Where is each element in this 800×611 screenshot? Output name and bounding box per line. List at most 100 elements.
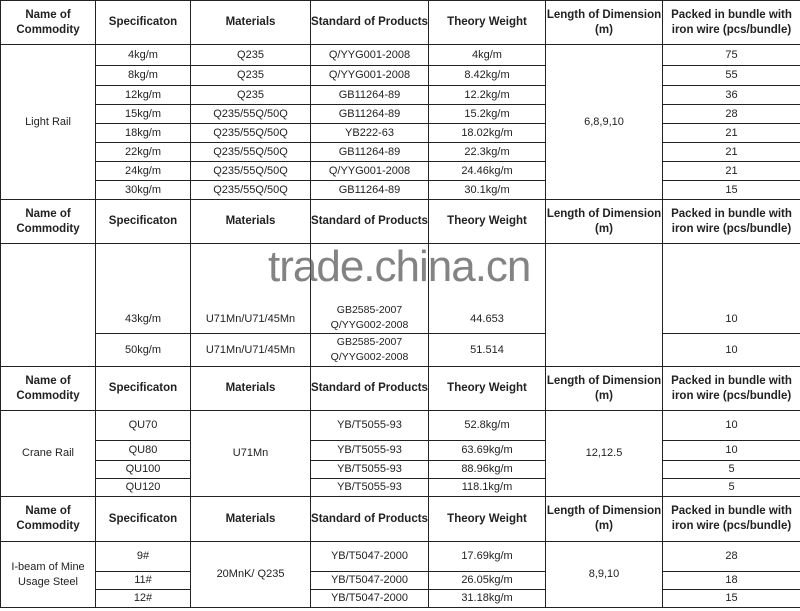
column-header: Length of Dimension (m) (545, 366, 663, 411)
spec: QU70 (95, 410, 191, 441)
spec: QU120 (95, 478, 191, 497)
commodity-name: Crane Rail (0, 410, 96, 497)
table-row: 11# YB/T5047-2000 26.05kg/m 18 (1, 571, 800, 590)
standard: YB/T5055-93 (310, 460, 429, 479)
weight: 118.1kg/m (428, 478, 546, 497)
table-row: QU120 YB/T5055-93 118.1kg/m 5 (1, 478, 800, 497)
material: 20MnK/ Q235 (190, 541, 311, 608)
column-header: Packed in bundle with iron wire (pcs/bun… (662, 366, 800, 411)
column-header: Specificaton (95, 199, 191, 244)
column-header: Materials (190, 199, 311, 244)
table-row: QU100 YB/T5055-93 88.96kg/m 5 (1, 460, 800, 479)
bundle-count: 5 (662, 460, 800, 479)
table-row: 24kg/m Q235/55Q/50Q Q/YYG001-2008 24.46kg/m… (1, 161, 800, 181)
weight: 15.2kg/m (428, 104, 546, 124)
standard: YB/T5047-2000 (310, 541, 429, 572)
bundle-count: 18 (662, 571, 800, 590)
table-row: 12kg/m Q235 GB11264-89 12.2kg/m 36 (1, 85, 800, 105)
standard-line: GB2585-2007 (336, 336, 403, 348)
spec: 30kg/m (95, 180, 191, 200)
spec: 12kg/m (95, 85, 191, 105)
weight: 24.46kg/m (428, 161, 546, 181)
material: Q235 (190, 44, 311, 66)
weight: 44.653 (428, 243, 546, 334)
column-header: Specificaton (95, 0, 191, 45)
length: 6,8,9,10 (545, 44, 663, 200)
standard: GB2585-2007 Q/YYG002-2008 (310, 243, 429, 334)
column-header: Theory Weight (428, 366, 546, 411)
header-row: Name of Commodity Specificaton Materials St… (0, 496, 800, 542)
table-row: I-beam of Mine Usage Steel 9# 20MnK/ Q235 Y… (0, 541, 800, 608)
standard: YB222-63 (310, 123, 429, 143)
standard: YB/T5047-2000 (310, 589, 429, 608)
bundle-count: 36 (662, 85, 800, 105)
column-header: Packed in bundle with iron wire (pcs/bun… (662, 496, 800, 542)
weight: 12.2kg/m (428, 85, 546, 105)
header-row: Name of Commodity Specificaton Materials St… (0, 199, 800, 244)
bundle-count: 28 (662, 104, 800, 124)
column-header: Length of Dimension (m) (545, 496, 663, 542)
table-row: 22kg/m Q235/55Q/50Q GB11264-89 22.3kg/m 21 (1, 142, 800, 162)
length (545, 243, 663, 367)
spec: 9# (95, 541, 191, 572)
column-header: Specificaton (95, 496, 191, 542)
header-row: Name of Commodity Specificaton Materials St… (0, 0, 800, 45)
bundle-count: 75 (662, 44, 800, 66)
weight: 22.3kg/m (428, 142, 546, 162)
spec: 8kg/m (95, 65, 191, 86)
spec: 43kg/m (95, 243, 191, 334)
spec: 24kg/m (95, 161, 191, 181)
bundle-count: 10 (662, 410, 800, 441)
table-row: Light Rail 4kg/m Q235 Q/YYG001-2008 4kg/m 6,8… (0, 44, 800, 200)
spec: 11# (95, 571, 191, 590)
length: 8,9,10 (545, 541, 663, 608)
column-header: Name of Commodity (0, 199, 96, 244)
material: Q235/55Q/50Q (190, 180, 311, 200)
standard: Q/YYG001-2008 (310, 44, 429, 66)
standard: YB/T5055-93 (310, 478, 429, 497)
header-row: Name of Commodity Specificaton Materials St… (0, 366, 800, 411)
standard: GB11264-89 (310, 180, 429, 200)
bundle-count: 28 (662, 541, 800, 572)
bundle-count: 15 (662, 180, 800, 200)
column-header: Standard of Products (310, 199, 429, 244)
standard: Q/YYG001-2008 (310, 161, 429, 181)
bundle-count: 10 (662, 333, 800, 367)
weight: 4kg/m (428, 44, 546, 66)
table-row: 18kg/m Q235/55Q/50Q YB222-63 18.02kg/m 21 (1, 123, 800, 143)
standard: GB11264-89 (310, 85, 429, 105)
standard-line: GB2585-2007 (336, 304, 403, 316)
bundle-count: 21 (662, 142, 800, 162)
standard: GB11264-89 (310, 104, 429, 124)
material: Q235 (190, 85, 311, 105)
table-row: 15kg/m Q235/55Q/50Q GB11264-89 15.2kg/m 28 (1, 104, 800, 124)
column-header: Name of Commodity (0, 0, 96, 45)
commodity-name: I-beam of Mine Usage Steel (0, 541, 96, 608)
column-header: Materials (190, 366, 311, 411)
bundle-count: 21 (662, 123, 800, 143)
material: Q235/55Q/50Q (190, 104, 311, 124)
column-header: Packed in bundle with iron wire (pcs/bun… (662, 0, 800, 45)
column-header: Name of Commodity (0, 496, 96, 542)
weight: 52.8kg/m (428, 410, 546, 441)
column-header: Name of Commodity (0, 366, 96, 411)
bundle-count: 15 (662, 589, 800, 608)
spec: 22kg/m (95, 142, 191, 162)
column-header: Theory Weight (428, 0, 546, 45)
material: U71Mn/U71/45Mn (190, 243, 311, 334)
bundle-count: 21 (662, 161, 800, 181)
bundle-count: 55 (662, 65, 800, 86)
column-header: Standard of Products (310, 0, 429, 45)
spec: 15kg/m (95, 104, 191, 124)
spec: 50kg/m (95, 333, 191, 367)
column-header: Standard of Products (310, 366, 429, 411)
standard: GB11264-89 (310, 142, 429, 162)
spec: 18kg/m (95, 123, 191, 143)
material: U71Mn (190, 410, 311, 497)
weight: 26.05kg/m (428, 571, 546, 590)
column-header: Specificaton (95, 366, 191, 411)
weight: 31.18kg/m (428, 589, 546, 608)
table-row: 43kg/m U71Mn/U71/45Mn GB2585-2007 Q/YYG002-… (0, 243, 800, 367)
spec: QU80 (95, 440, 191, 461)
